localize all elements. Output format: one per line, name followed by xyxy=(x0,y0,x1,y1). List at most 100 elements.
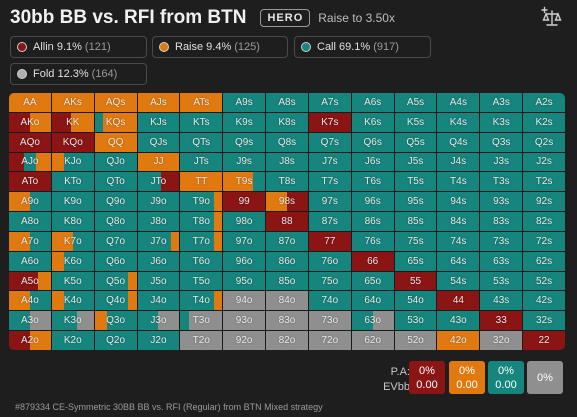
hand-cell-A3s[interactable]: A3s xyxy=(480,93,523,112)
action-raise-button[interactable]: Raise 9.4% (125) xyxy=(152,36,288,58)
hand-cell-AA[interactable]: AA xyxy=(9,93,51,112)
hand-cell-JJ[interactable]: JJ xyxy=(137,152,180,172)
hand-cell-KTs[interactable]: KTs xyxy=(180,112,223,132)
hand-cell-KJo[interactable]: KJo xyxy=(51,152,94,172)
hand-cell-A6o[interactable]: A6o xyxy=(9,251,51,271)
hand-cell-J5s[interactable]: J5s xyxy=(394,152,437,172)
hand-cell-Q9s[interactable]: Q9s xyxy=(223,132,266,152)
hand-cell-K2o[interactable]: K2o xyxy=(51,331,94,350)
hand-cell-QTs[interactable]: QTs xyxy=(180,132,223,152)
hand-cell-J9s[interactable]: J9s xyxy=(223,152,266,172)
hand-cell-Q8s[interactable]: Q8s xyxy=(266,132,308,152)
hand-cell-KJs[interactable]: KJs xyxy=(137,112,180,132)
hand-cell-J5o[interactable]: J5o xyxy=(137,271,180,291)
hero-badge[interactable]: HERO xyxy=(260,9,311,27)
hand-cell-54o[interactable]: 54o xyxy=(394,291,437,311)
hand-cell-99[interactable]: 99 xyxy=(223,192,266,212)
hand-cell-T3s[interactable]: T3s xyxy=(480,172,523,192)
hand-cell-J3o[interactable]: J3o xyxy=(137,311,180,331)
hand-cell-Q4o[interactable]: Q4o xyxy=(94,291,137,311)
hand-cell-93o[interactable]: 93o xyxy=(223,311,266,331)
hand-cell-KTo[interactable]: KTo xyxy=(51,172,94,192)
hand-cell-88[interactable]: 88 xyxy=(266,212,308,231)
hand-cell-J2s[interactable]: J2s xyxy=(523,152,565,172)
hand-cell-J4o[interactable]: J4o xyxy=(137,291,180,311)
hand-cell-73o[interactable]: 73o xyxy=(308,311,351,331)
hand-cell-JTs[interactable]: JTs xyxy=(180,152,223,172)
hand-cell-T5o[interactable]: T5o xyxy=(180,271,223,291)
hand-cell-AQo[interactable]: AQo xyxy=(9,132,51,152)
hand-cell-53s[interactable]: 53s xyxy=(480,271,523,291)
hand-cell-75o[interactable]: 75o xyxy=(308,271,351,291)
hand-cell-Q5o[interactable]: Q5o xyxy=(94,271,137,291)
hand-cell-Q8o[interactable]: Q8o xyxy=(94,212,137,231)
hand-cell-K8o[interactable]: K8o xyxy=(51,212,94,231)
hand-cell-A7s[interactable]: A7s xyxy=(308,93,351,112)
hand-cell-T9s[interactable]: T9s xyxy=(223,172,266,192)
hand-cell-A8o[interactable]: A8o xyxy=(9,212,51,231)
hand-cell-Q2s[interactable]: Q2s xyxy=(523,132,565,152)
hand-cell-JTo[interactable]: JTo xyxy=(137,172,180,192)
hand-cell-93s[interactable]: 93s xyxy=(480,192,523,212)
hand-cell-AKs[interactable]: AKs xyxy=(51,93,94,112)
hand-cell-65s[interactable]: 65s xyxy=(394,251,437,271)
hand-cell-T4s[interactable]: T4s xyxy=(437,172,480,192)
action-call-button[interactable]: Call 69.1% (917) xyxy=(294,36,431,58)
hand-cell-76o[interactable]: 76o xyxy=(308,251,351,271)
hand-cell-95o[interactable]: 95o xyxy=(223,271,266,291)
hand-cell-A8s[interactable]: A8s xyxy=(266,93,308,112)
hand-cell-AKo[interactable]: AKo xyxy=(9,112,51,132)
hand-cell-32o[interactable]: 32o xyxy=(480,331,523,350)
hand-cell-T6o[interactable]: T6o xyxy=(180,251,223,271)
hand-cell-87o[interactable]: 87o xyxy=(266,231,308,251)
hand-cell-J7o[interactable]: J7o xyxy=(137,231,180,251)
hand-cell-TT[interactable]: TT xyxy=(180,172,223,192)
hand-cell-QTo[interactable]: QTo xyxy=(94,172,137,192)
hand-cell-K2s[interactable]: K2s xyxy=(523,112,565,132)
hand-cell-96s[interactable]: 96s xyxy=(351,192,394,212)
hand-cell-92s[interactable]: 92s xyxy=(523,192,565,212)
hand-cell-K7o[interactable]: K7o xyxy=(51,231,94,251)
hand-cell-K5o[interactable]: K5o xyxy=(51,271,94,291)
hand-cell-T8o[interactable]: T8o xyxy=(180,212,223,231)
hand-cell-Q2o[interactable]: Q2o xyxy=(94,331,137,350)
hand-cell-62s[interactable]: 62s xyxy=(523,251,565,271)
hand-cell-85o[interactable]: 85o xyxy=(266,271,308,291)
hand-cell-Q3s[interactable]: Q3s xyxy=(480,132,523,152)
hand-cell-Q7o[interactable]: Q7o xyxy=(94,231,137,251)
hand-cell-66[interactable]: 66 xyxy=(351,251,394,271)
hand-cell-A4s[interactable]: A4s xyxy=(437,93,480,112)
hand-cell-T8s[interactable]: T8s xyxy=(266,172,308,192)
hand-cell-98s[interactable]: 98s xyxy=(266,192,308,212)
hand-cell-J3s[interactable]: J3s xyxy=(480,152,523,172)
hand-cell-72o[interactable]: 72o xyxy=(308,331,351,350)
hand-cell-64s[interactable]: 64s xyxy=(437,251,480,271)
action-fold-button[interactable]: Fold 12.3% (164) xyxy=(10,63,147,85)
hand-cell-97s[interactable]: 97s xyxy=(308,192,351,212)
hand-cell-92o[interactable]: 92o xyxy=(223,331,266,350)
hand-cell-42s[interactable]: 42s xyxy=(523,291,565,311)
hand-cell-AJs[interactable]: AJs xyxy=(137,93,180,112)
hand-cell-K4o[interactable]: K4o xyxy=(51,291,94,311)
hand-cell-74s[interactable]: 74s xyxy=(437,231,480,251)
hand-cell-A3o[interactable]: A3o xyxy=(9,311,51,331)
hand-cell-K3o[interactable]: K3o xyxy=(51,311,94,331)
hand-cell-QJo[interactable]: QJo xyxy=(94,152,137,172)
hand-cell-83s[interactable]: 83s xyxy=(480,212,523,231)
hand-cell-Q4s[interactable]: Q4s xyxy=(437,132,480,152)
hand-cell-98o[interactable]: 98o xyxy=(223,212,266,231)
hand-cell-63o[interactable]: 63o xyxy=(351,311,394,331)
hand-cell-95s[interactable]: 95s xyxy=(394,192,437,212)
hand-cell-85s[interactable]: 85s xyxy=(394,212,437,231)
hand-cell-63s[interactable]: 63s xyxy=(480,251,523,271)
hand-cell-73s[interactable]: 73s xyxy=(480,231,523,251)
hand-cell-K6o[interactable]: K6o xyxy=(51,251,94,271)
hand-cell-94s[interactable]: 94s xyxy=(437,192,480,212)
hand-cell-62o[interactable]: 62o xyxy=(351,331,394,350)
hand-cell-22[interactable]: 22 xyxy=(523,331,565,350)
hand-cell-75s[interactable]: 75s xyxy=(394,231,437,251)
hand-cell-94o[interactable]: 94o xyxy=(223,291,266,311)
hand-cell-33[interactable]: 33 xyxy=(480,311,523,331)
hand-cell-82o[interactable]: 82o xyxy=(266,331,308,350)
hand-cell-76s[interactable]: 76s xyxy=(351,231,394,251)
